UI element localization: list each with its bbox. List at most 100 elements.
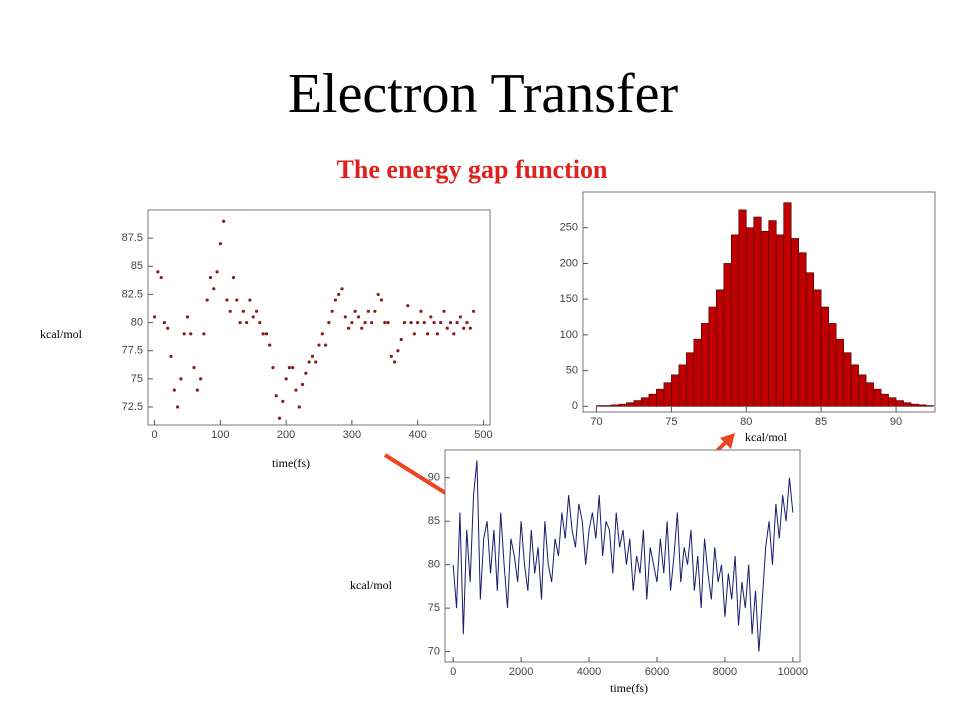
bar — [813, 289, 822, 407]
y-tick-label: 250 — [560, 222, 578, 234]
y-tick-label: 80 — [131, 316, 143, 328]
bar — [805, 272, 814, 407]
point — [192, 365, 196, 370]
point — [199, 377, 203, 381]
point — [429, 315, 433, 319]
point — [425, 332, 430, 336]
bar — [903, 402, 912, 407]
point — [251, 315, 255, 319]
point — [435, 332, 439, 336]
bar — [865, 382, 874, 407]
y-tick-label: 150 — [560, 293, 578, 305]
bar — [775, 234, 785, 407]
x-tick-label: 70 — [590, 416, 602, 428]
point — [471, 309, 476, 313]
point — [264, 332, 268, 336]
point — [284, 377, 288, 381]
point — [416, 320, 420, 325]
bar — [618, 403, 627, 407]
bar — [626, 402, 635, 407]
point — [175, 405, 180, 409]
point — [376, 292, 380, 297]
bar — [671, 374, 680, 407]
y-tick-label: 50 — [566, 364, 578, 376]
point — [156, 270, 160, 274]
point — [323, 343, 328, 347]
chart: 72.5 75 77.5 80 82.5 85 87.5 0 100 200 300 400 500 kc… — [40, 209, 493, 470]
point — [465, 320, 469, 325]
bar — [678, 364, 687, 407]
point — [412, 332, 416, 336]
x-tick-label: 75 — [665, 416, 677, 428]
bar — [693, 338, 702, 407]
y-tick-label: 75 — [131, 373, 143, 385]
x-tick-label: 100 — [211, 429, 229, 441]
point — [182, 332, 186, 336]
x-axis-label: kcal/mol — [745, 430, 788, 444]
point — [215, 270, 219, 274]
y-tick-label: 77.5 — [122, 345, 143, 357]
y-tick-label: 0 — [572, 400, 578, 412]
point — [205, 298, 209, 302]
plot-frame — [147, 209, 491, 426]
point — [189, 332, 193, 336]
point — [373, 309, 377, 313]
bar — [723, 263, 732, 407]
bar — [835, 338, 844, 407]
point — [235, 298, 239, 302]
point — [406, 304, 410, 308]
point — [307, 360, 311, 364]
x-tick-label: 2000 — [509, 666, 533, 678]
point — [353, 309, 357, 313]
point — [159, 275, 163, 280]
point — [383, 320, 387, 325]
point — [346, 326, 351, 330]
point — [245, 320, 249, 325]
bar — [708, 306, 717, 407]
point — [455, 320, 459, 325]
x-axis-label: time(fs) — [272, 456, 310, 470]
point — [393, 360, 397, 364]
point — [277, 416, 282, 420]
point — [363, 320, 367, 325]
y-tick-label: 70 — [428, 645, 440, 657]
point — [261, 332, 265, 336]
point — [179, 377, 183, 381]
bar — [910, 403, 919, 407]
point — [297, 405, 301, 409]
point — [228, 309, 232, 313]
point — [281, 399, 285, 403]
point — [274, 394, 278, 398]
y-tick-label: 100 — [560, 329, 578, 341]
point — [185, 315, 190, 319]
point — [419, 309, 423, 313]
bar — [611, 404, 620, 407]
bar — [843, 352, 852, 407]
plot-frame — [444, 449, 801, 663]
bar — [663, 382, 672, 407]
y-tick-label: 90 — [428, 472, 440, 484]
line — [452, 460, 794, 652]
point — [442, 309, 446, 313]
point — [366, 309, 370, 313]
point — [320, 332, 324, 336]
bar — [745, 227, 755, 407]
point — [432, 320, 436, 325]
point — [152, 315, 157, 319]
bar — [925, 405, 934, 407]
point — [343, 315, 347, 319]
arrow-head — [720, 433, 735, 449]
x-tick-label: 4000 — [577, 666, 601, 678]
bar — [701, 323, 710, 407]
point — [409, 320, 413, 325]
point — [291, 365, 295, 370]
point — [439, 320, 443, 325]
bar — [873, 388, 882, 407]
slide-title: Electron Transfer — [288, 63, 679, 125]
x-tick-label: 90 — [890, 416, 902, 428]
point — [195, 388, 199, 392]
bar — [686, 352, 695, 407]
bar — [648, 393, 657, 407]
point — [399, 337, 403, 342]
